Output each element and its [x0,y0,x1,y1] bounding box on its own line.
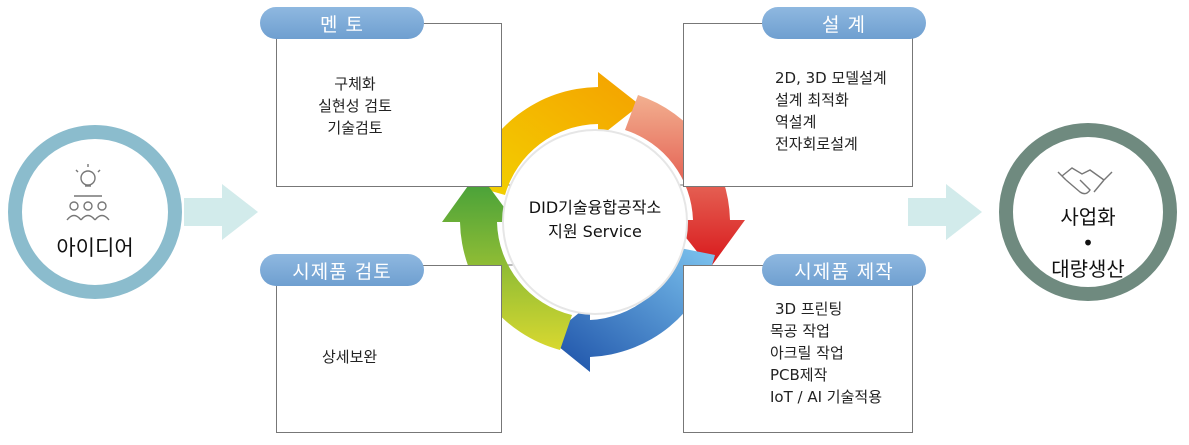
mentoring-title: 멘 토 [260,7,424,39]
cycle-arrow-bottom [548,248,715,372]
right-flow-arrow [908,184,982,240]
list-item: 상세보완 [322,348,378,366]
production-line2: 대량생산 [1051,257,1125,281]
production-line1: 사업화 [1060,205,1116,229]
idea-ring [8,125,182,299]
list-item: 기술검토 [327,119,383,137]
list-item: 설계 최적화 [775,91,849,109]
mentoring-items: 구체화 실현성 검토 기술검토 [300,73,410,139]
design-box [683,23,913,187]
production-ring [999,123,1177,301]
list-item: 3D 프린팅 [775,300,843,318]
prototype-making-box [683,265,913,433]
center-line2: 지원 Service [548,222,642,241]
cycle-arrows [442,72,745,372]
center-line1: DID기술융합공작소 [528,198,662,217]
prototype-review-title: 시제품 검토 [260,254,424,286]
prototype-review-items: 상세보완 [322,346,377,368]
idea-label: 아이디어 [56,236,134,260]
idea-people-icon [66,164,110,221]
production-label: 사업화 • 대량생산 [1028,204,1148,282]
list-item: 구체화 [334,75,376,93]
list-item: PCB제작 [770,366,828,384]
list-item: 아크릴 작업 [770,344,844,362]
prototype-making-title: 시제품 제작 [762,254,926,286]
list-item: 전자회로설계 [775,135,858,153]
list-item: 목공 작업 [770,322,830,340]
center-label: DID기술융합공작소 지원 Service [500,196,690,244]
list-item: IoT / AI 기술적용 [770,388,883,406]
list-item: 2D, 3D 모델설계 [775,69,887,87]
design-items: 2D, 3D 모델설계 설계 최적화 역설계 전자회로설계 [775,67,887,155]
mentoring-box [276,23,502,187]
production-bullet: • [1082,231,1094,255]
prototype-review-box [276,265,502,433]
list-item: 역설계 [775,113,817,131]
cycle-arrow-left [442,172,572,350]
cycle-arrow-top [470,72,640,195]
left-flow-arrow [184,184,258,240]
handshake-icon [1057,167,1113,195]
prototype-making-items: 3D 프린팅 목공 작업 아크릴 작업 PCB제작 IoT / AI 기술적용 [770,298,882,408]
list-item: 실현성 검토 [318,97,392,115]
design-title: 설 계 [762,7,926,39]
